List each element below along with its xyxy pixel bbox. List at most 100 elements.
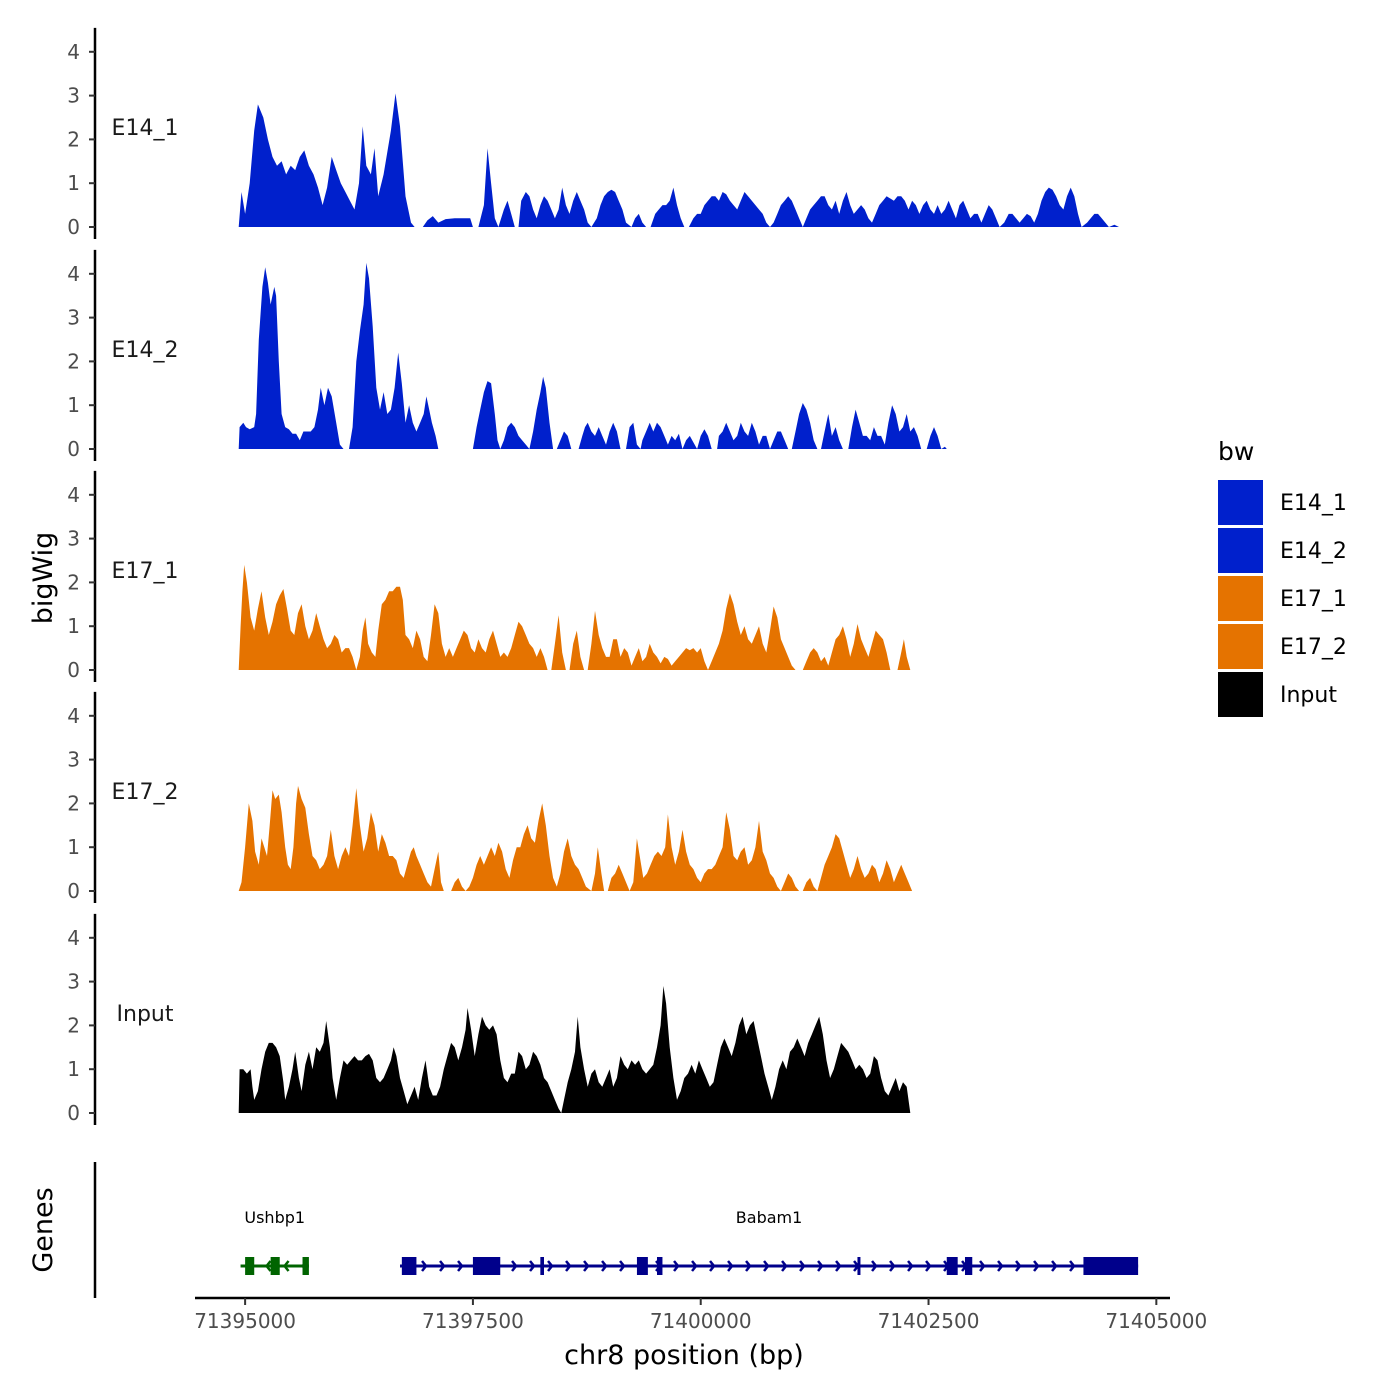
- legend-title: bw: [1218, 437, 1254, 466]
- x-tick-label: 71402500: [878, 1309, 980, 1333]
- legend-label: E14_2: [1280, 539, 1347, 564]
- track-label: E14_1: [112, 116, 179, 141]
- gene-Ushbp1: Ushbp1: [240, 1208, 309, 1275]
- y-tick-label: 3: [67, 748, 80, 772]
- strand-arrow: [691, 1260, 698, 1272]
- legend-swatch: [1218, 576, 1263, 621]
- y-tick-label: 0: [67, 437, 80, 461]
- legend-swatch: [1218, 480, 1263, 525]
- y-axis-title: bigWig: [28, 532, 59, 625]
- strand-arrow: [763, 1260, 770, 1272]
- legend-swatch: [1218, 528, 1263, 573]
- exon: [472, 1257, 501, 1275]
- x-tick-label: 71395000: [194, 1309, 296, 1333]
- strand-arrow: [799, 1260, 806, 1272]
- strand-arrow: [745, 1260, 752, 1272]
- area-E17_2: [238, 785, 913, 891]
- strand-arrow: [421, 1260, 428, 1272]
- strand-arrow: [781, 1260, 788, 1272]
- y-tick-label: 3: [67, 84, 80, 108]
- exon: [302, 1257, 309, 1275]
- area-Input: [238, 986, 911, 1113]
- tracks: 0 1 2 3 4 E14_1 0 1 2 3 4 E14_2 0 1 2 3 4 E17_1 0 1 2 3 4 E17_2…: [67, 27, 1119, 1125]
- legend: bw E14_1 E14_2 E17_1 E17_2 Input: [1218, 437, 1347, 717]
- strand-arrow: [835, 1260, 842, 1272]
- genes-track: Ushbp1 Babam1: [93, 1162, 1139, 1298]
- strand-arrow: [1033, 1260, 1040, 1272]
- strand-arrow: [925, 1260, 932, 1272]
- area-E17_1: [238, 564, 911, 670]
- strand-arrow: [439, 1260, 446, 1272]
- x-tick-label: 71397500: [422, 1309, 524, 1333]
- track-E14_2: 0 1 2 3 4 E14_2: [67, 249, 947, 461]
- genes-axis-title: Genes: [28, 1187, 59, 1272]
- x-tick-label: 71400000: [650, 1309, 752, 1333]
- legend-swatch: [1218, 672, 1263, 717]
- legend-label: Input: [1280, 683, 1337, 708]
- exon: [636, 1257, 648, 1275]
- y-tick-label: 3: [67, 970, 80, 994]
- y-tick-label: 2: [67, 349, 80, 373]
- y-tick-label: 4: [67, 926, 80, 950]
- y-tick-label: 2: [67, 570, 80, 594]
- track-label: E14_2: [112, 338, 179, 363]
- y-tick-label: 2: [67, 1013, 80, 1037]
- track-label: E17_1: [112, 559, 179, 584]
- legend-item-E14_1: E14_1: [1218, 480, 1347, 525]
- legend-item-E17_2: E17_2: [1218, 624, 1347, 669]
- y-tick-label: 4: [67, 483, 80, 507]
- strand-arrow: [997, 1260, 1004, 1272]
- y-tick-label: 0: [67, 879, 80, 903]
- exon: [857, 1257, 861, 1275]
- strand-arrow: [871, 1260, 878, 1272]
- y-tick-label: 1: [67, 393, 80, 417]
- y-tick-label: 2: [67, 791, 80, 815]
- y-tick-label: 3: [67, 306, 80, 330]
- strand-arrow: [264, 1260, 272, 1272]
- strand-arrow: [727, 1260, 734, 1272]
- y-tick-label: 0: [67, 658, 80, 682]
- strand-arrow: [1015, 1260, 1022, 1272]
- track-E14_1: 0 1 2 3 4 E14_1: [67, 27, 1119, 239]
- track-E17_2: 0 1 2 3 4 E17_2: [67, 691, 913, 903]
- area-E14_1: [238, 93, 1119, 228]
- y-tick-label: 1: [67, 835, 80, 859]
- strand-arrow: [565, 1260, 572, 1272]
- y-tick-label: 0: [67, 1101, 80, 1125]
- y-tick-label: 1: [67, 171, 80, 195]
- strand-arrow: [889, 1260, 896, 1272]
- gene-Babam1: Babam1: [400, 1208, 1139, 1275]
- strand-arrow: [529, 1260, 536, 1272]
- exon: [270, 1257, 280, 1275]
- legend-item-E17_1: E17_1: [1218, 576, 1347, 621]
- strand-arrow: [601, 1260, 608, 1272]
- strand-arrow: [817, 1260, 824, 1272]
- strand-arrow: [709, 1260, 716, 1272]
- y-tick-label: 1: [67, 1057, 80, 1081]
- y-tick-label: 0: [67, 215, 80, 239]
- strand-arrow: [511, 1260, 518, 1272]
- y-tick-label: 1: [67, 614, 80, 638]
- x-axis: 71395000 71397500 71400000 71402500 71405000: [194, 1296, 1207, 1333]
- exon: [245, 1257, 255, 1275]
- y-tick-label: 3: [67, 527, 80, 551]
- legend-label: E17_2: [1280, 635, 1347, 660]
- exon: [401, 1257, 417, 1275]
- strand-arrow: [547, 1260, 554, 1272]
- track-E17_1: 0 1 2 3 4 E17_1: [67, 470, 911, 682]
- strand-arrow: [673, 1260, 680, 1272]
- strand-arrow: [979, 1260, 986, 1272]
- strand-arrow: [583, 1260, 590, 1272]
- legend-label: E14_1: [1280, 491, 1347, 516]
- strand-arrow: [619, 1260, 626, 1272]
- strand-arrow: [457, 1260, 464, 1272]
- exon: [1083, 1257, 1139, 1275]
- y-tick-label: 4: [67, 262, 80, 286]
- y-tick-label: 4: [67, 704, 80, 728]
- track-Input: 0 1 2 3 4 Input: [67, 913, 911, 1125]
- x-tick-label: 71405000: [1105, 1309, 1207, 1333]
- track-label: E17_2: [112, 780, 179, 805]
- legend-swatch: [1218, 624, 1263, 669]
